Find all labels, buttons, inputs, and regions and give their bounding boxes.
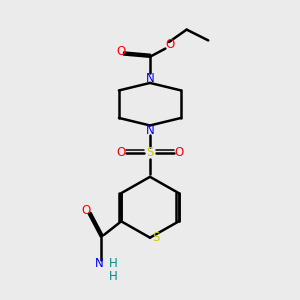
Text: O: O [117,146,126,159]
Text: O: O [116,45,125,58]
Text: N: N [95,257,104,270]
Text: O: O [174,146,183,159]
Text: H: H [109,270,118,283]
Text: O: O [82,204,91,217]
Text: H: H [109,257,118,270]
Text: O: O [165,38,174,51]
Text: N: N [146,71,154,85]
Text: S: S [146,146,154,159]
Text: S: S [152,231,160,244]
Text: N: N [146,124,154,137]
